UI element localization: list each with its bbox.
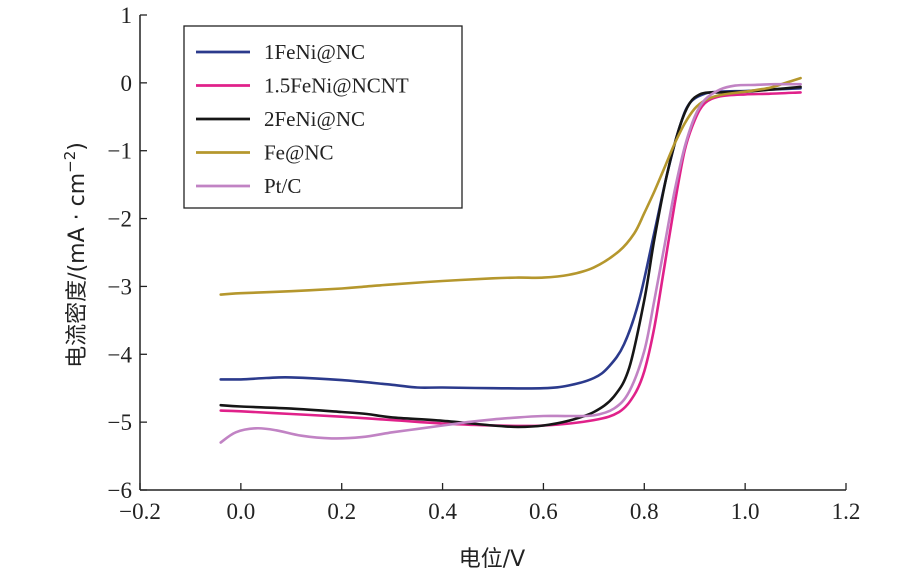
legend-label: 1FeNi@NC [264,40,365,64]
axis-ticks: −0.2 0.0 0.2 0.4 0.6 0.8 1.0 1.2 1 0 −1 −2 −3 −4 −5 −6 [108,3,861,524]
series-line-2 [219,91,802,428]
x-axis-title: 电位/V [459,547,525,572]
series-line-3 [219,85,802,429]
x-tick-label: 0.0 [226,499,255,524]
y-tick-label: −3 [108,274,132,299]
y-axis-title-sup: −2 [61,151,79,173]
y-tick-label: 0 [121,71,133,96]
y-axis-title: 电流密度/(mA · cm−2) [61,142,90,368]
y-tick-label: −2 [108,207,132,232]
x-tick-label: 0.6 [529,499,558,524]
axes [139,15,846,491]
x-tick-label: 0.8 [630,499,659,524]
x-tick-label: 1.0 [731,499,760,524]
legend-box [183,25,463,209]
legend-label: 2FeNi@NC [264,107,365,131]
y-tick-label: −1 [108,139,132,164]
series-line-5 [219,82,802,444]
y-axis-title-main: 电流密度/(mA · cm [65,173,90,368]
x-tick-label: −0.2 [119,499,161,524]
y-axis-title-close: ) [65,142,90,151]
legend-label: 1.5FeNi@NCNT [264,74,409,98]
y-tick-label: −6 [108,478,132,503]
y-tick-label: −4 [108,342,133,367]
x-tick-label: 0.2 [327,499,356,524]
x-tick-label: 0.4 [428,499,457,524]
legend-label: Pt/C [264,174,301,198]
legend: 1FeNi@NC 1.5FeNi@NCNT 2FeNi@NC Fe@NC Pt/C [183,25,463,209]
legend-label: Fe@NC [264,141,334,165]
x-tick-label: 1.2 [832,499,861,524]
y-tick-label: 1 [121,3,133,28]
y-tick-label: −5 [108,410,132,435]
series-group [219,76,802,444]
series-line-4 [219,76,802,296]
